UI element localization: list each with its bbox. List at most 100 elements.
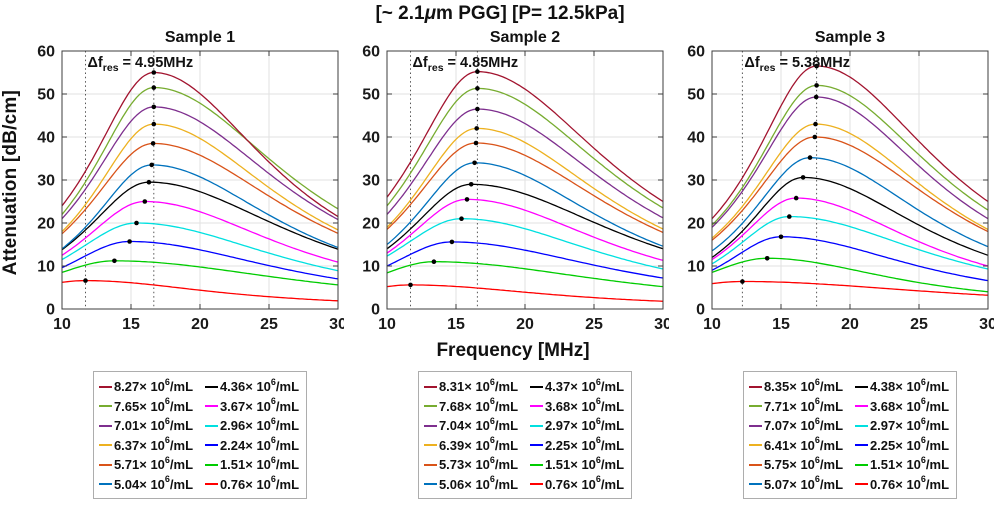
legend-row: 5.75× 106/mL 1.51× 106/mL (748, 454, 950, 475)
axis-ticks (61, 50, 339, 310)
legend-sample-2: 8.31× 106/mL 4.37× 106/mL 7.68× 106/mL 3.68… (417, 371, 633, 499)
legend-row: 5.73× 106/mL 1.51× 106/mL (423, 455, 624, 475)
attenuation-curve (386, 87, 664, 209)
peak-dot (764, 256, 770, 261)
legend-entry: 1.51× 106/mL (204, 455, 299, 472)
legend-label: 5.06× 106/mL (438, 474, 519, 492)
attenuation-curve (386, 284, 664, 302)
legend-row: 7.04× 106/mL 2.97× 106/mL (423, 415, 624, 436)
y-axis-label-column: Attenuation [dB/cm] (0, 27, 22, 339)
legend-line-swatch (748, 483, 762, 486)
legend-label: 8.31× 106/mL (438, 376, 519, 395)
peak-dot (459, 216, 464, 221)
legend-sample-3: 8.35× 106/mL 4.38× 106/mL 7.71× 106/mL 3.68… (742, 371, 958, 499)
x-tick-label: 20 (516, 316, 534, 333)
peak-dot (149, 162, 154, 168)
attenuation-curve (386, 108, 664, 219)
legend-entry: 0.76× 106/mL (204, 475, 299, 492)
peak-dot (146, 179, 152, 185)
attenuation-curve (711, 123, 989, 239)
legend-line-swatch (98, 385, 112, 388)
legend-label: 6.41× 106/mL (763, 435, 844, 453)
legend-entry: 8.35× 106/mL (748, 377, 855, 394)
peak-dot (431, 259, 437, 264)
legend-line-swatch (854, 444, 868, 447)
legend-entry: 2.25× 106/mL (529, 436, 624, 453)
peak-dot (112, 258, 117, 264)
legend-entry: 5.71× 106/mL (98, 455, 205, 472)
x-tick-label: 10 (378, 316, 396, 333)
x-tick-label: 25 (585, 316, 603, 333)
peak-dot (473, 140, 479, 146)
legend-row: 8.35× 106/mL 4.38× 106/mL (748, 376, 950, 397)
resonance-ref-lines (741, 51, 818, 309)
legend-label: 7.07× 106/mL (763, 415, 844, 434)
legend-line-swatch (748, 424, 762, 427)
panel-title: Sample 2 (490, 29, 560, 46)
peak-dot (150, 141, 156, 146)
x-tick-label: 25 (910, 316, 928, 333)
legend-row: 5.07× 106/mL 0.76× 106/mL (748, 474, 950, 495)
legend-label: 7.04× 106/mL (438, 415, 519, 434)
attenuation-curve (711, 84, 989, 226)
peak-dot (127, 239, 132, 244)
peak-dot (474, 126, 479, 131)
attenuation-curve (711, 197, 989, 267)
attenuation-curve (61, 279, 339, 302)
attenuation-curve (386, 241, 664, 279)
legend-entry: 8.27× 106/mL (98, 377, 205, 394)
legend-label: 1.51× 106/mL (869, 454, 950, 473)
y-tick-label: 40 (362, 130, 380, 147)
legend-label: 0.76× 106/mL (869, 474, 950, 492)
axis-ticks (386, 50, 664, 310)
resonance-annotation: Δfres = 5.38MHz (744, 55, 850, 74)
x-tick-label: 15 (122, 316, 140, 333)
peak-dot (814, 83, 819, 88)
legend-entry: 0.76× 106/mL (854, 474, 950, 492)
attenuation-curve (61, 71, 339, 218)
peak-dot (475, 86, 480, 91)
legend-line-swatch (423, 483, 437, 486)
legends-row: 8.27× 106/mL 4.36× 106/mL 7.65× 106/mL 3.67… (0, 371, 1000, 499)
legend-line-swatch (529, 444, 543, 447)
legend-line-swatch (854, 385, 868, 388)
legend-label: 2.25× 106/mL (869, 435, 950, 453)
legend-label: 7.71× 106/mL (763, 396, 844, 414)
attenuation-curve (386, 218, 664, 270)
series-curves (711, 65, 989, 296)
legend-label: 4.38× 106/mL (869, 376, 950, 395)
legend-line-swatch (748, 405, 762, 408)
attenuation-curve (711, 136, 989, 241)
legend-row: 5.71× 106/mL 1.51× 106/mL (98, 455, 299, 475)
legend-line-swatch (98, 483, 112, 486)
legend-label: 7.65× 106/mL (113, 396, 194, 414)
legend-line-swatch (854, 405, 868, 408)
legend-entry: 7.04× 106/mL (423, 415, 530, 434)
legend-line-swatch (854, 483, 868, 486)
legend-line-swatch (748, 444, 762, 447)
legend-entry: 2.25× 106/mL (854, 435, 950, 453)
legend-label: 5.07× 106/mL (763, 474, 844, 492)
peak-markers (408, 69, 480, 288)
peak-dot (464, 197, 470, 202)
y-tick-label: 60 (362, 44, 380, 61)
legend-entry: 5.04× 106/mL (98, 475, 205, 492)
peak-dot (449, 239, 455, 245)
axis-ticks (711, 50, 989, 310)
legend-row: 7.65× 106/mL 3.67× 106/mL (98, 396, 299, 417)
legend-entry: 0.76× 106/mL (529, 475, 624, 492)
legend-entry: 4.37× 106/mL (529, 377, 624, 394)
peak-dot (807, 155, 813, 160)
x-tick-label: 15 (447, 316, 465, 333)
legend-entry: 4.36× 106/mL (204, 377, 299, 394)
legend-label: 2.24× 106/mL (219, 435, 300, 453)
figure-title-text: [~ 2.1 (375, 3, 425, 24)
legend-entry: 8.31× 106/mL (423, 376, 530, 395)
legend-line-swatch (423, 405, 437, 408)
attenuation-curve (61, 260, 339, 286)
peak-dot (800, 175, 806, 180)
attenuation-curve (711, 157, 989, 252)
